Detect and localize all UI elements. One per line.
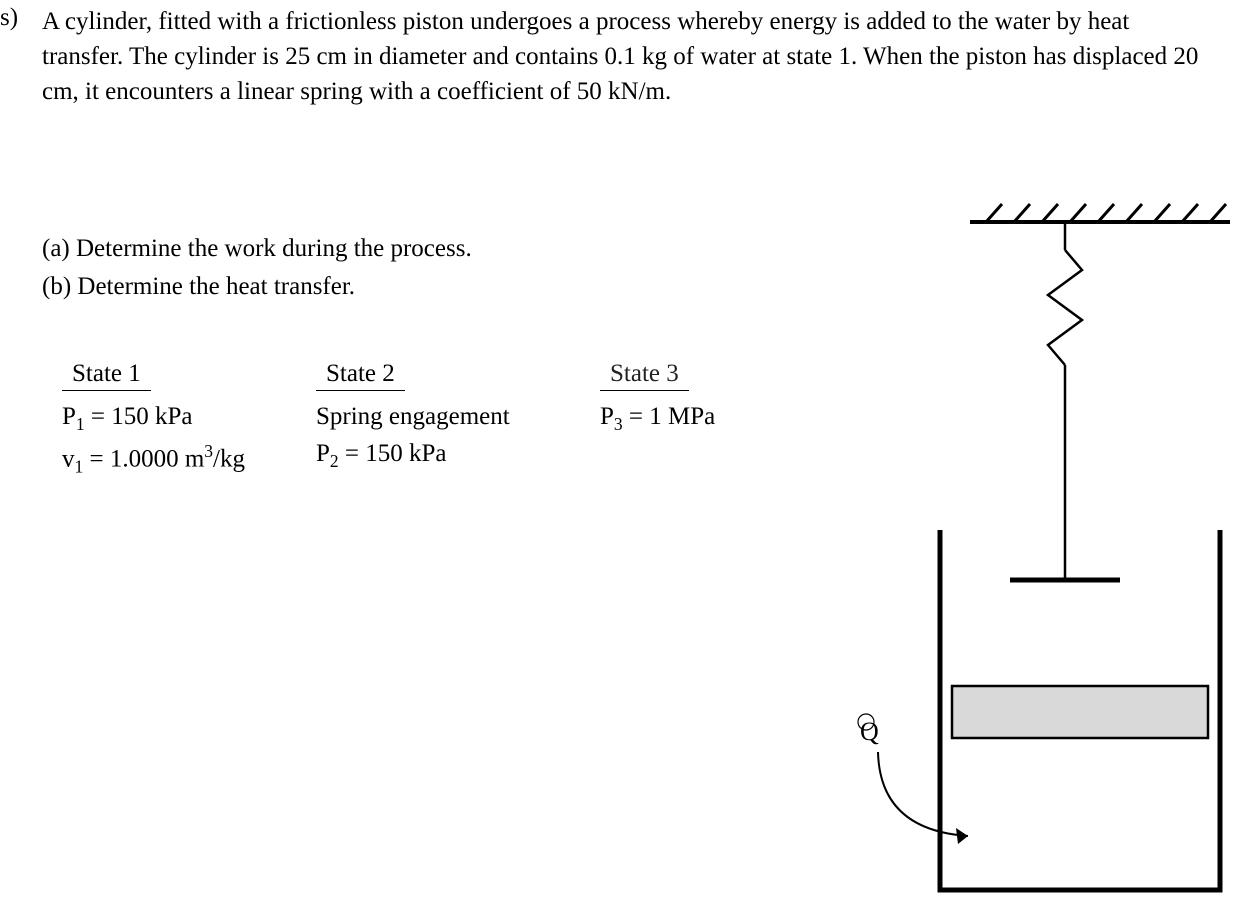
value-post: /kg <box>213 445 245 472</box>
state-3-col: State 3 P3 = 1 MPa <box>600 360 800 478</box>
heat-arrowhead-icon <box>956 828 968 844</box>
state-1-pressure: P1 = 150 kPa <box>62 399 316 437</box>
label: P <box>600 403 614 430</box>
value: = 150 kPa <box>85 403 193 430</box>
piston-spring-diagram: Q <box>830 200 1230 900</box>
states-row: State 1 P1 = 150 kPa v1 = 1.0000 m3/kg S… <box>62 360 800 478</box>
spring-icon <box>1048 222 1082 580</box>
question-a: (a) Determine the work during the proces… <box>42 230 472 268</box>
state-2-pressure: P2 = 150 kPa <box>316 436 600 474</box>
subscript: 1 <box>76 414 85 434</box>
state-1-col: State 1 P1 = 150 kPa v1 = 1.0000 m3/kg <box>62 360 316 478</box>
state-2-col: State 2 Spring engagement P2 = 150 kPa <box>316 360 600 478</box>
state-3-pressure: P3 = 1 MPa <box>600 399 800 437</box>
value: = 150 kPa <box>339 440 447 467</box>
page: s) A cylinder, fitted with a frictionles… <box>0 0 1241 912</box>
state-1-header: State 1 <box>62 360 151 391</box>
superscript: 3 <box>204 441 213 461</box>
heat-arrow-icon <box>878 752 968 836</box>
subscript: 1 <box>75 456 84 476</box>
value: = 1 MPa <box>623 403 716 430</box>
subscript: 3 <box>614 414 623 434</box>
state-2-header: State 2 <box>316 360 405 391</box>
value-mid: = 1.0000 m <box>83 445 204 472</box>
state-2-note: Spring engagement <box>316 399 600 434</box>
problem-statement: A cylinder, fitted with a frictionless p… <box>42 4 1212 109</box>
subscript: 2 <box>330 451 339 471</box>
state-1-specific-volume: v1 = 1.0000 m3/kg <box>62 439 316 479</box>
piston-icon <box>952 686 1208 738</box>
question-b: (b) Determine the heat transfer. <box>42 268 472 306</box>
heat-label: Q <box>860 717 879 746</box>
label: P <box>316 440 330 467</box>
label: v <box>62 445 75 472</box>
problem-bullet: s) <box>0 4 18 32</box>
label: P <box>62 403 76 430</box>
questions-block: (a) Determine the work during the proces… <box>42 230 472 305</box>
fixed-support <box>970 204 1230 222</box>
state-3-header: State 3 <box>600 360 689 391</box>
